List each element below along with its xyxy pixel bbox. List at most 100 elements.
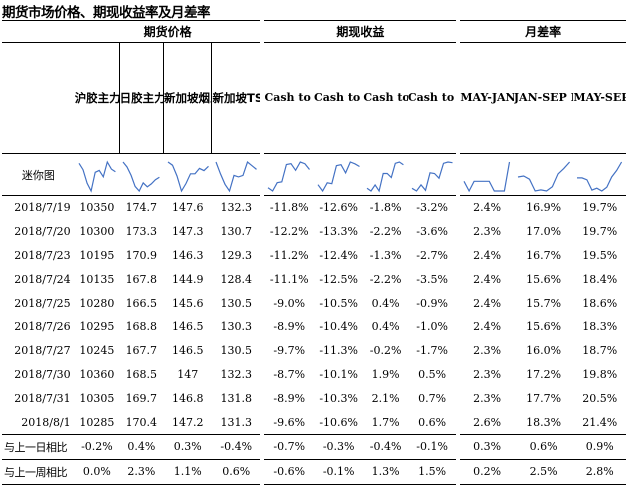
cell-value: 10285 [74, 410, 120, 435]
sparkline-3 [211, 153, 261, 196]
cell-value: 166.5 [125, 296, 158, 310]
cell-value: 146.8 [172, 391, 204, 405]
table-body: 2018/7/19 10350 174.7 147.6 132.3 -11.8% -12.6… [2, 196, 626, 485]
cell-value: -9.7% [273, 344, 306, 358]
sparkline-4 [264, 153, 314, 196]
cell-value: 146.5 [172, 320, 204, 334]
col-header-cash-jan: Cash to Jan [363, 42, 408, 154]
cell-value: 168.5 [125, 367, 158, 381]
sparkline-line [215, 160, 257, 193]
cell-value: 0.4% [371, 320, 400, 334]
cell-value: 18.7% [582, 344, 618, 358]
col-header-jan-sep-ratio: JAN-SEP Ratio [513, 42, 574, 154]
cell-value: 2.3% [473, 225, 502, 239]
cell-value: -9.0% [273, 296, 306, 310]
row-date: 2018/8/1 [2, 410, 75, 435]
cell-value: 147 [177, 367, 199, 381]
cell-value: 1.9% [371, 367, 400, 381]
cell-value: 2.4% [473, 320, 502, 334]
cell-value: 0.5% [418, 367, 447, 381]
table-row: 2018/7/25 10280 166.5 145.6 130.5 -9.0% -10.5%… [2, 291, 626, 315]
sparkline-chart [167, 161, 209, 193]
sparkline-chart [268, 161, 311, 192]
cell-value: 17.0% [526, 225, 562, 239]
cell-value: 18.4% [582, 272, 618, 286]
cell-value: -1.0% [416, 320, 448, 334]
cell-value: 10350 [79, 201, 115, 215]
cell-value: 130.5 [220, 296, 252, 310]
cell-value: 146.3 [172, 248, 204, 262]
cell-value: -11.1% [269, 272, 309, 286]
table-row: 2018/7/19 10350 174.7 147.6 132.3 -11.8% -12.6… [2, 196, 626, 220]
col-header-may-sep-ratio: MAY-SEP Ratio [573, 42, 626, 154]
sparkline-chart [215, 160, 257, 193]
cell-value: 17.2% [526, 367, 562, 381]
cell-value: -13.3% [319, 225, 359, 239]
cell-value: -11.3% [319, 344, 359, 358]
cell-value: 2.3% [473, 367, 502, 381]
sparkline-line [78, 160, 116, 193]
cell-value: 15.6% [526, 272, 562, 286]
cell-value: 167.7 [125, 344, 158, 358]
cell-value: -1.8% [369, 201, 402, 215]
comparison-label: 与上一周相比 [2, 459, 75, 485]
table-row: 2018/7/27 10245 167.7 146.5 130.5 -9.7% -11.3%… [2, 339, 626, 363]
table-row: 2018/7/26 10295 168.8 146.5 130.3 -8.9% -10.4%… [2, 315, 626, 339]
row-date: 2018/7/31 [14, 391, 71, 405]
cell-value: 2.8% [573, 459, 626, 485]
cell-value: 0.4% [371, 296, 400, 310]
cell-value: 147.2 [163, 410, 212, 435]
cell-value: 2.4% [473, 201, 502, 215]
cell-value: 2.6% [460, 410, 514, 435]
sparkline-7 [407, 153, 457, 196]
cell-value: 16.9% [526, 201, 562, 215]
row-date: 2018/7/24 [14, 272, 71, 286]
cell-value: 130.5 [220, 344, 252, 358]
sparkline-chart [367, 161, 405, 193]
cell-value: 21.4% [573, 410, 626, 435]
cell-value: 2.4% [473, 248, 502, 262]
sparkline-line [517, 161, 570, 192]
sparkline-1 [119, 153, 164, 196]
cell-value: 2.5% [513, 459, 574, 485]
cell-value: -12.6% [319, 201, 359, 215]
sparkline-chart [122, 161, 160, 193]
cell-value: -0.1% [313, 459, 364, 485]
cell-value: 19.5% [582, 248, 618, 262]
comparison-row: 与上一周相比 0.0% 2.3% 1.1% 0.6% -0.6% -0.1% 1.3% 1.5%… [2, 459, 626, 485]
cell-value: 173.3 [125, 225, 158, 239]
cell-value: 18.3% [513, 410, 574, 435]
cell-value: 131.3 [211, 410, 261, 435]
cell-value: 1.3% [363, 459, 408, 485]
cell-value: 130.3 [220, 320, 252, 334]
cell-value: 144.9 [172, 272, 204, 286]
cell-value: 18.3% [582, 320, 618, 334]
cell-value: 2.4% [473, 296, 502, 310]
cell-value: 128.4 [220, 272, 252, 286]
cell-value: 147.3 [172, 225, 204, 239]
col-header-cash-sep: Cash to Sep [264, 42, 314, 154]
cell-value: 10280 [79, 296, 115, 310]
cell-value: -12.4% [319, 248, 359, 262]
cell-value: -10.6% [313, 410, 364, 435]
sparkline-row: 迷你图 [2, 153, 626, 196]
col-header-cash-may: Cash to May [407, 42, 457, 154]
cell-value: -2.2% [369, 225, 402, 239]
cell-value: 145.6 [172, 296, 204, 310]
market-data-table: 期货价格 期现收益 月差率 沪胶主力合约结算价（元/吨） 日胶主力合约（日元/公… [2, 20, 626, 485]
cell-value: 1.5% [407, 459, 457, 485]
cell-value: 147.6 [172, 201, 204, 215]
cell-value: 10360 [79, 367, 115, 381]
cell-value: 20.5% [582, 391, 618, 405]
cell-value: 18.6% [582, 296, 618, 310]
row-date: 2018/7/26 [14, 320, 71, 334]
row-date: 2018/7/20 [14, 225, 71, 239]
cell-value: -10.3% [319, 391, 359, 405]
cell-value: 129.3 [220, 248, 252, 262]
sparkline-line [317, 161, 360, 193]
cell-value: 1.7% [363, 410, 408, 435]
sparkline-5 [313, 153, 364, 196]
group-header-futures-price: 期货价格 [74, 20, 261, 43]
cell-value: 19.8% [582, 367, 618, 381]
cell-value: 174.7 [125, 201, 158, 215]
